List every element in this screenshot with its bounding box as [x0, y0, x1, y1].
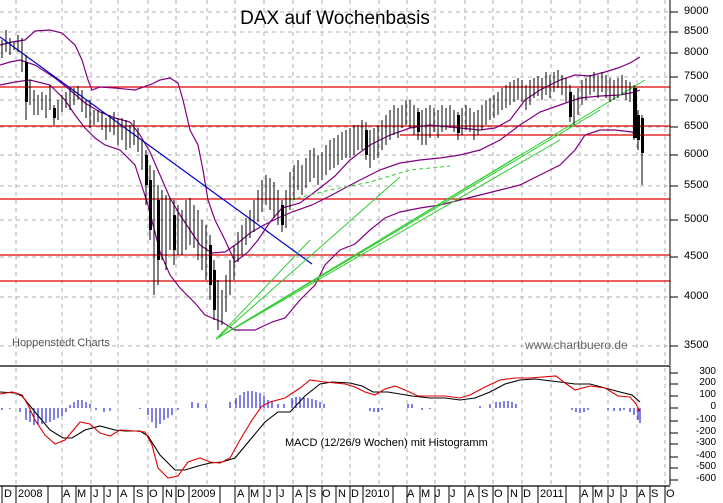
- x-tick-label: M: [594, 488, 604, 500]
- x-tick-label: 2008: [18, 488, 43, 500]
- x-axis-ticks: [1, 486, 666, 503]
- downtrend-line: [0, 36, 313, 265]
- macd-tick: -200: [695, 426, 716, 437]
- x-tick-label: M: [77, 488, 87, 500]
- bollinger-bands: [0, 29, 641, 331]
- price-tick: 7000: [684, 93, 709, 105]
- macd-tick: -500: [695, 461, 716, 472]
- x-tick-label: D: [351, 488, 359, 500]
- x-tick-label: S: [481, 488, 489, 500]
- macd-tick: -300: [695, 437, 716, 448]
- x-tick-label: J: [266, 488, 272, 500]
- x-tick-label: J: [622, 488, 628, 500]
- source-label-left: Hoppenstedt Charts: [12, 337, 110, 349]
- chart-title: DAX auf Wochenbasis: [240, 8, 430, 29]
- x-tick-label: N: [165, 488, 173, 500]
- macd-axis-ticks: [670, 372, 678, 481]
- x-tick-label: N: [510, 488, 518, 500]
- x-tick-label: O: [666, 488, 675, 500]
- price-tick: 6500: [684, 120, 709, 132]
- x-tick-label: A: [467, 488, 475, 500]
- x-tick-label: A: [407, 488, 415, 500]
- candle-bodies: [25, 62, 644, 310]
- x-tick-label: A: [237, 488, 245, 500]
- price-tick: 9000: [684, 5, 709, 17]
- macd-tick: -100: [695, 414, 716, 425]
- price-tick: 3500: [684, 339, 709, 351]
- x-tick-label: O: [149, 488, 158, 500]
- price-tick: 6000: [684, 148, 709, 160]
- macd-line: [0, 375, 641, 479]
- macd-tick: -600: [695, 473, 716, 484]
- macd-signal-line: [0, 378, 641, 471]
- x-tick-label: D: [4, 488, 12, 500]
- macd-tick: 100: [699, 389, 716, 400]
- x-tick-label: A: [581, 488, 589, 500]
- macd-tick: 300: [699, 366, 716, 377]
- x-tick-label: D: [523, 488, 531, 500]
- x-tick-label: 2011: [540, 488, 564, 500]
- x-tick-label: O: [322, 488, 331, 500]
- x-tick-label: J: [609, 488, 615, 500]
- price-tick: 5000: [684, 213, 709, 225]
- x-tick-label: A: [120, 488, 128, 500]
- macd-tick: 0: [710, 401, 716, 412]
- price-tick: 8500: [684, 25, 709, 37]
- x-tick-label: A: [63, 488, 71, 500]
- price-tick: 4000: [684, 290, 709, 302]
- price-tick: 4500: [684, 250, 709, 262]
- x-tick-label: M: [421, 488, 431, 500]
- x-tick-label: A: [295, 488, 303, 500]
- price-axis-ticks: [670, 11, 678, 347]
- x-tick-label: 2010: [365, 488, 390, 500]
- source-label-right: www.chartbuero.de: [525, 338, 628, 352]
- x-tick-label: J: [93, 488, 99, 500]
- x-tick-label: A: [638, 488, 646, 500]
- macd-tick: 200: [699, 377, 716, 388]
- x-tick-label: D: [177, 488, 185, 500]
- macd-histogram: [1, 391, 641, 428]
- macd-tick: -400: [695, 450, 716, 461]
- x-tick-label: J: [279, 488, 285, 500]
- x-tick-label: O: [494, 488, 503, 500]
- x-tick-label: M: [250, 488, 260, 500]
- x-tick-label: S: [136, 488, 144, 500]
- x-tick-label: J: [450, 488, 456, 500]
- x-tick-label: 2009: [191, 488, 216, 500]
- price-tick: 8000: [684, 46, 709, 58]
- x-tick-label: J: [106, 488, 112, 500]
- x-tick-label: S: [309, 488, 317, 500]
- x-tick-label: N: [338, 488, 346, 500]
- macd-label: MACD (12/26/9 Wochen) mit Histogramm: [285, 437, 488, 449]
- x-tick-label: S: [651, 488, 659, 500]
- grid: [0, 0, 670, 485]
- x-tick-label: J: [435, 488, 441, 500]
- price-tick: 5500: [684, 179, 709, 191]
- price-tick: 7500: [684, 70, 709, 82]
